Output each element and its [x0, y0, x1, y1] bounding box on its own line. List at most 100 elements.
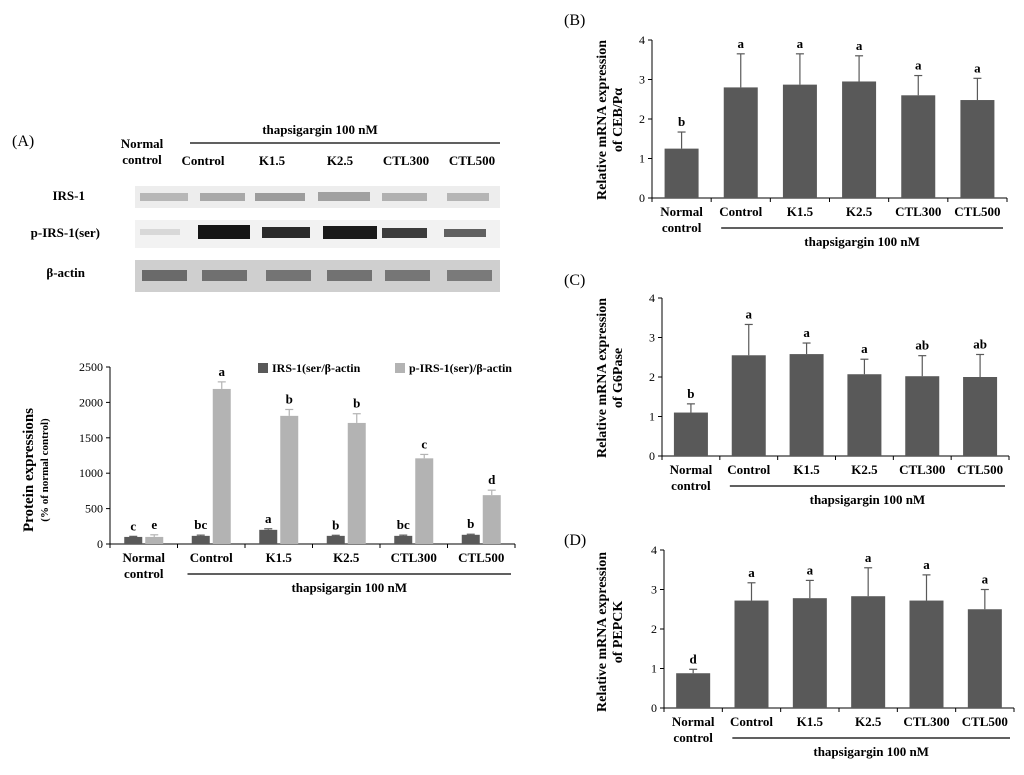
western-blot-svg: (A) Normal control thapsigargin 100 nM C…	[12, 122, 500, 292]
chart-c-significance-letter: a	[861, 341, 868, 356]
chart-b-significance-letter: b	[678, 114, 685, 129]
chart-a-bar	[191, 535, 210, 544]
chart-a-significance-letter: c	[421, 436, 427, 451]
chart-a-ylabel-sub: (% of normal control)	[39, 418, 51, 522]
chart-a-x-category-label: K2.5	[333, 550, 360, 565]
chart-a-y-tick-label: 1500	[79, 431, 103, 445]
chart-d-xlabel: thapsigargin 100 nM	[813, 744, 929, 759]
chart-b-ylabel-2: of CEB/Pα	[611, 88, 626, 152]
blot-lane-ctl500: CTL500	[449, 153, 495, 168]
chart-c-significance-letter: ab	[973, 336, 987, 351]
chart-d-panel-label: (D)	[564, 532, 586, 549]
blot-strip-irs1	[135, 186, 500, 208]
chart-c-x-category-label: K1.5	[793, 462, 820, 477]
chart-b-cebpa: (B) Relative mRNA expression of CEB/Pα 0…	[564, 12, 1008, 249]
chart-a-x-category-label: CTL300	[391, 550, 437, 565]
chart-b-panel-label: (B)	[564, 12, 585, 29]
chart-b-x-category-label: Control	[719, 204, 762, 219]
chart-d-x-category-label: K2.5	[855, 714, 882, 729]
chart-c-xlabel: thapsigargin 100 nM	[810, 492, 926, 507]
chart-b-xlabel: thapsigargin 100 nM	[804, 234, 920, 249]
blot-lane-k25: K2.5	[327, 153, 354, 168]
chart-a-significance-letter: bc	[397, 517, 410, 532]
chart-a-bar	[280, 415, 299, 544]
chart-c-bar	[731, 355, 766, 456]
chart-b-x-category-label: K1.5	[787, 204, 814, 219]
blot-row-pirs1: p-IRS-1(ser)	[31, 225, 100, 240]
chart-d-x-category-label: CTL500	[962, 714, 1008, 729]
chart-d-bar	[909, 600, 944, 708]
chart-c-bar	[789, 354, 824, 456]
chart-a-bar	[259, 529, 278, 544]
chart-b-x-category-label: CTL500	[954, 204, 1000, 219]
chart-a-legend-swatch	[395, 363, 405, 373]
chart-b-bar	[723, 87, 758, 198]
chart-c-significance-letter: b	[687, 386, 694, 401]
chart-a-x-category-label: K1.5	[266, 550, 293, 565]
chart-c-x-category-label: control	[671, 478, 711, 493]
chart-d-bar	[851, 596, 886, 708]
blot-treatment-label: thapsigargin 100 nM	[262, 122, 378, 137]
chart-a-bar	[347, 422, 366, 544]
chart-a-bar	[145, 536, 164, 544]
chart-b-x-category-label: CTL300	[895, 204, 941, 219]
chart-a-y-tick-label: 2500	[79, 360, 103, 374]
chart-d-x-category-label: K1.5	[797, 714, 824, 729]
chart-a-legend-swatch	[258, 363, 268, 373]
chart-a-significance-letter: d	[488, 472, 496, 487]
chart-c-significance-letter: a	[803, 325, 810, 340]
chart-a-significance-letter: b	[332, 517, 339, 532]
chart-b-significance-letter: a	[974, 60, 981, 75]
chart-b-bar	[782, 84, 817, 198]
chart-a-bar	[212, 388, 231, 544]
chart-a-x-category-label: CTL500	[458, 550, 504, 565]
chart-a-y-tick-label: 500	[85, 502, 103, 516]
chart-d-bar	[676, 673, 711, 708]
chart-c-x-category-label: Control	[727, 462, 770, 477]
chart-c-significance-letter: a	[746, 306, 753, 321]
chart-a-bar	[415, 458, 434, 544]
chart-c-x-category-label: K2.5	[851, 462, 878, 477]
chart-c-y-tick-label: 2	[649, 370, 655, 384]
chart-d-y-tick-label: 1	[651, 662, 657, 676]
chart-b-significance-letter: a	[797, 36, 804, 51]
chart-b-x-category-label: control	[662, 220, 702, 235]
chart-a-bar	[394, 535, 413, 544]
chart-a-xlabel: thapsigargin 100 nM	[291, 580, 407, 595]
chart-d-x-category-label: control	[673, 730, 713, 745]
blot-lane-k15: K1.5	[259, 153, 286, 168]
chart-b-significance-letter: a	[738, 36, 745, 51]
chart-d-bar	[792, 598, 827, 708]
chart-a-protein-expression: Protein expressions (% of normal control…	[21, 360, 516, 595]
chart-b-significance-letter: a	[856, 38, 863, 53]
chart-d-y-tick-label: 0	[651, 701, 657, 715]
chart-c-y-tick-label: 4	[649, 291, 655, 305]
chart-b-significance-letter: a	[915, 58, 922, 73]
chart-a-significance-letter: bc	[194, 517, 207, 532]
chart-d-significance-letter: a	[982, 572, 989, 587]
chart-d-bar	[734, 600, 769, 708]
blot-normal-label-2: control	[122, 152, 162, 167]
chart-d-x-category-label: CTL300	[903, 714, 949, 729]
chart-c-significance-letter: ab	[915, 338, 929, 353]
chart-b-bar	[960, 100, 995, 198]
chart-b-y-tick-label: 4	[639, 33, 645, 47]
chart-a-significance-letter: a	[265, 511, 272, 526]
chart-b-y-tick-label: 2	[639, 112, 645, 126]
chart-b-ylabel-1: Relative mRNA expression	[595, 40, 610, 200]
chart-c-ylabel-2: of G6Pase	[611, 348, 626, 408]
chart-d-x-category-label: Normal	[672, 714, 715, 729]
chart-c-panel-label: (C)	[564, 272, 585, 289]
chart-a-bar	[326, 535, 345, 544]
chart-b-y-tick-label: 3	[639, 73, 645, 87]
chart-a-y-tick-label: 0	[97, 537, 103, 551]
chart-b-bar	[901, 95, 936, 198]
blot-lane-ctl300: CTL300	[383, 153, 429, 168]
blot-normal-label-1: Normal	[121, 136, 164, 151]
chart-c-x-category-label: Normal	[670, 462, 713, 477]
chart-d-bar	[967, 609, 1002, 708]
chart-d-ylabel-1: Relative mRNA expression	[595, 552, 610, 712]
chart-a-x-category-label: Normal	[122, 550, 165, 565]
chart-c-x-category-label: CTL300	[899, 462, 945, 477]
chart-b-bar	[664, 148, 699, 198]
